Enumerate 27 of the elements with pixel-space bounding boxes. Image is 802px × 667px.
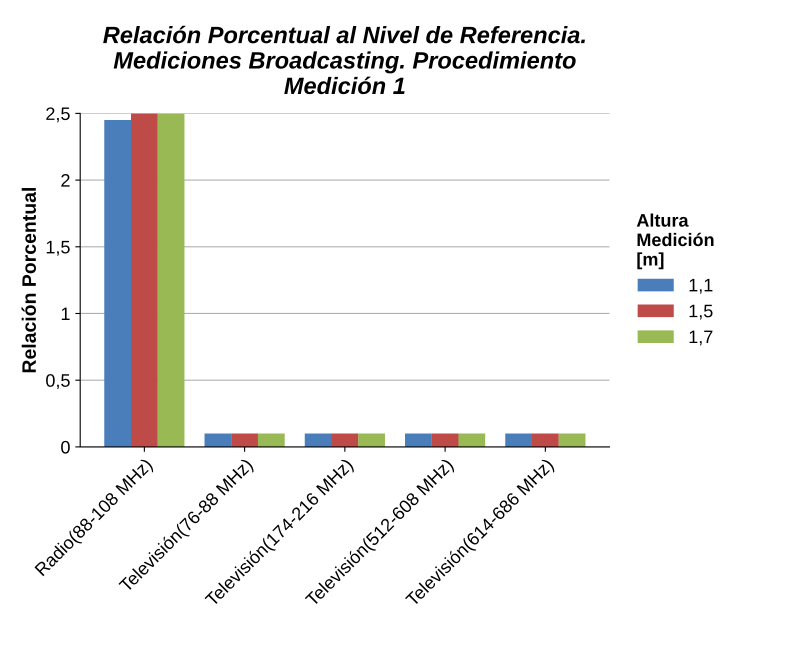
y-tick-label: 2 bbox=[61, 174, 70, 187]
y-axis-title: Relación Porcentual bbox=[22, 188, 36, 372]
bar bbox=[458, 434, 486, 447]
legend-label: 1,5 bbox=[690, 304, 713, 320]
y-tick-label: 2,5 bbox=[46, 107, 70, 122]
bar bbox=[358, 434, 385, 447]
bar bbox=[432, 434, 458, 447]
legend-label: 1,7 bbox=[690, 330, 712, 346]
y-tick-label: 1 bbox=[62, 308, 70, 320]
y-tick-label: 0,5 bbox=[46, 374, 70, 390]
bar bbox=[505, 434, 532, 447]
bar bbox=[204, 434, 232, 447]
bar bbox=[304, 434, 332, 447]
bar bbox=[331, 434, 358, 447]
bar bbox=[104, 120, 131, 447]
bar bbox=[258, 434, 285, 447]
bar bbox=[405, 434, 432, 447]
legend-label: 1,1 bbox=[690, 278, 712, 294]
y-tick-label: 1,5 bbox=[46, 240, 70, 256]
bar bbox=[158, 113, 184, 447]
bar bbox=[231, 434, 258, 447]
bar bbox=[532, 434, 559, 447]
y-tick-label: 0 bbox=[61, 440, 70, 454]
bar bbox=[130, 113, 158, 447]
chart-title: Relación Porcentual al Nivel de Referencia. Mediciones Broadcasting. Procedimiento Medición 1 bbox=[103, 26, 585, 94]
legend-title: Altura Medición [m] bbox=[636, 213, 714, 270]
bar bbox=[558, 434, 586, 447]
